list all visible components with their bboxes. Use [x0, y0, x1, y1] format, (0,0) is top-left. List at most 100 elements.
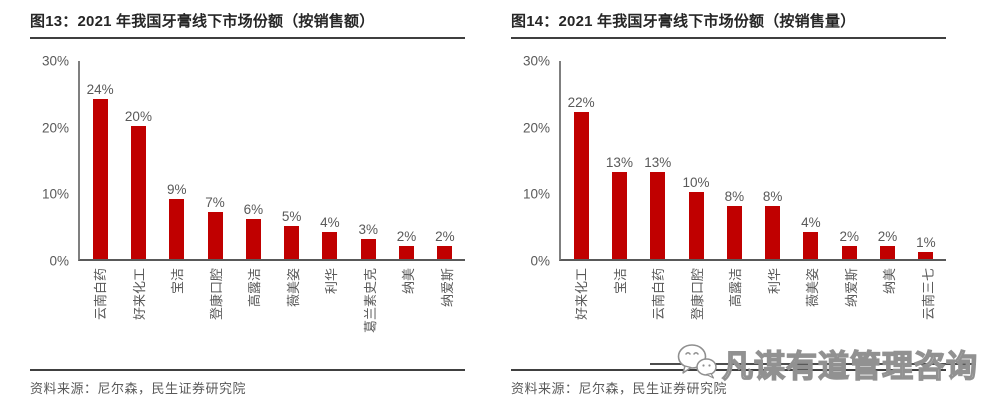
bar-slot: 2% [830, 229, 868, 259]
bar-value-label: 13% [644, 155, 672, 171]
category-label: 登康口腔 [208, 268, 224, 321]
bar-slot: 20% [119, 109, 157, 259]
category-label: 利华 [324, 268, 340, 295]
bar-value-label: 8% [762, 188, 783, 204]
y-tick-label: 20% [41, 120, 69, 136]
bar [880, 245, 896, 259]
charts-row: 图13：2021 年我国牙膏线下市场份额（按销售额） 30% 20% 10% 0% 2… [30, 10, 946, 397]
bar-value-label: 5% [281, 208, 302, 224]
y-tick-label: 30% [522, 53, 550, 69]
bar-value-label: 2% [877, 228, 898, 244]
category-label: 纳美 [882, 268, 898, 295]
category-slot: 宝洁 [156, 261, 195, 359]
y-tick-label: 30% [41, 53, 69, 69]
bar-value-label: 1% [916, 235, 936, 251]
bar [130, 125, 146, 259]
category-label: 好来化工 [574, 268, 590, 321]
category-slot: 宝洁 [599, 261, 638, 359]
category-slot: 云南白药 [637, 261, 676, 359]
chart-panel-sales-volume: 图14：2021 年我国牙膏线下市场份额（按销售量） 30% 20% 10% 0% 2… [511, 10, 946, 397]
plot-area: 24% 20% 9% 7% 6% 5% 4% 3% 2% 2% [78, 61, 465, 261]
category-label: 薇美姿 [285, 268, 301, 308]
watermark: 凡谋有道管理咨询 [650, 339, 978, 387]
bar [650, 172, 666, 259]
bar-value-label: 8% [724, 188, 745, 204]
bar-value-label: 2% [435, 228, 455, 244]
bar [360, 239, 376, 259]
chart-footer: 资料来源：尼尔森，民生证券研究院 [511, 369, 946, 397]
category-label: 纳爱斯 [439, 268, 455, 308]
plot-area: 22% 13% 13% 10% 8% 8% 4% 2% 2% 1% [559, 61, 946, 261]
chart-panel-sales-value: 图13：2021 年我国牙膏线下市场份额（按销售额） 30% 20% 10% 0% 2… [30, 10, 465, 397]
bar-value-label: 13% [605, 155, 633, 171]
bar-slot: 10% [677, 175, 715, 259]
bar-value-label: 3% [358, 222, 378, 237]
bar-slot: 2% [426, 229, 464, 259]
bar [726, 205, 742, 259]
category-label: 葛兰素史克 [362, 268, 378, 334]
bars: 24% 20% 9% 7% 6% 5% 4% 3% 2% 2% [80, 39, 465, 259]
category-label: 利华 [766, 268, 782, 295]
bar-slot: 2% [387, 229, 425, 259]
bar-slot: 2% [868, 229, 906, 259]
bar [92, 99, 108, 259]
chart-title: 图14：2021 年我国牙膏线下市场份额（按销售量） [511, 13, 856, 30]
category-slot: 登康口腔 [195, 261, 234, 359]
category-slot: 好来化工 [560, 261, 599, 359]
bar-slot: 1% [907, 235, 945, 259]
bar-value-label: 7% [205, 195, 225, 211]
y-tick-label: 10% [522, 186, 550, 202]
bar-slot: 13% [639, 155, 677, 259]
source-text: 资料来源：尼尔森，民生证券研究院 [30, 381, 247, 396]
category-label: 宝洁 [170, 268, 186, 295]
bar-value-label: 20% [124, 108, 152, 124]
bar [169, 199, 185, 259]
bar [803, 232, 819, 259]
bar [688, 192, 704, 259]
bar-slot: 24% [81, 82, 119, 259]
bar-slot: 8% [753, 189, 791, 259]
bar [765, 205, 781, 259]
category-slot: 薇美姿 [272, 261, 311, 359]
bar-slot: 5% [272, 209, 310, 259]
chart-footer: 资料来源：尼尔森，民生证券研究院 [30, 369, 465, 397]
category-label: 纳爱斯 [843, 268, 859, 308]
bar [918, 252, 934, 259]
category-label: 纳美 [401, 268, 417, 295]
bar [284, 225, 300, 259]
category-slot: 利华 [310, 261, 349, 359]
plot-row: 30% 20% 10% 0% 24% 20% 9% 7% 6% 5% 4% 3% 2% 2% [30, 54, 465, 269]
category-slot: 纳美 [387, 261, 426, 359]
plot-row: 30% 20% 10% 0% 22% 13% 13% 10% 8% 8% 4% 2% 2% 1% [511, 54, 946, 269]
category-slot: 葛兰素史克 [349, 261, 388, 359]
category-slot: 纳爱斯 [426, 261, 465, 359]
bar-value-label: 2% [396, 228, 417, 244]
bar-slot: 4% [792, 215, 830, 259]
bars: 22% 13% 13% 10% 8% 8% 4% 2% 2% 1% [561, 39, 946, 259]
wechat-icon [676, 343, 718, 384]
bar [322, 232, 338, 259]
category-label: 薇美姿 [805, 268, 821, 308]
category-label: 高露洁 [728, 268, 744, 308]
category-slot: 高露洁 [233, 261, 272, 359]
bar-slot: 22% [562, 95, 600, 259]
bar-value-label: 2% [839, 228, 859, 244]
title-rule [511, 37, 946, 39]
source-text: 资料来源：尼尔森，民生证券研究院 [511, 381, 728, 396]
bar-value-label: 22% [567, 95, 595, 111]
y-axis: 30% 20% 10% 0% [30, 54, 78, 269]
bar-slot: 13% [600, 155, 638, 259]
category-label: 好来化工 [131, 268, 147, 321]
category-slot: 好来化工 [118, 261, 157, 359]
bar [399, 245, 415, 259]
y-tick-label: 0% [530, 253, 550, 269]
bar [437, 245, 453, 259]
bar-slot: 8% [715, 189, 753, 259]
bar-slot: 7% [196, 195, 234, 259]
bar-value-label: 4% [801, 215, 821, 231]
watermark-text: 凡谋有道管理咨询 [721, 348, 978, 384]
watermark-line [650, 363, 976, 365]
category-label: 高露洁 [247, 268, 263, 308]
category-slot: 云南白药 [79, 261, 118, 359]
y-tick-label: 20% [522, 120, 550, 136]
